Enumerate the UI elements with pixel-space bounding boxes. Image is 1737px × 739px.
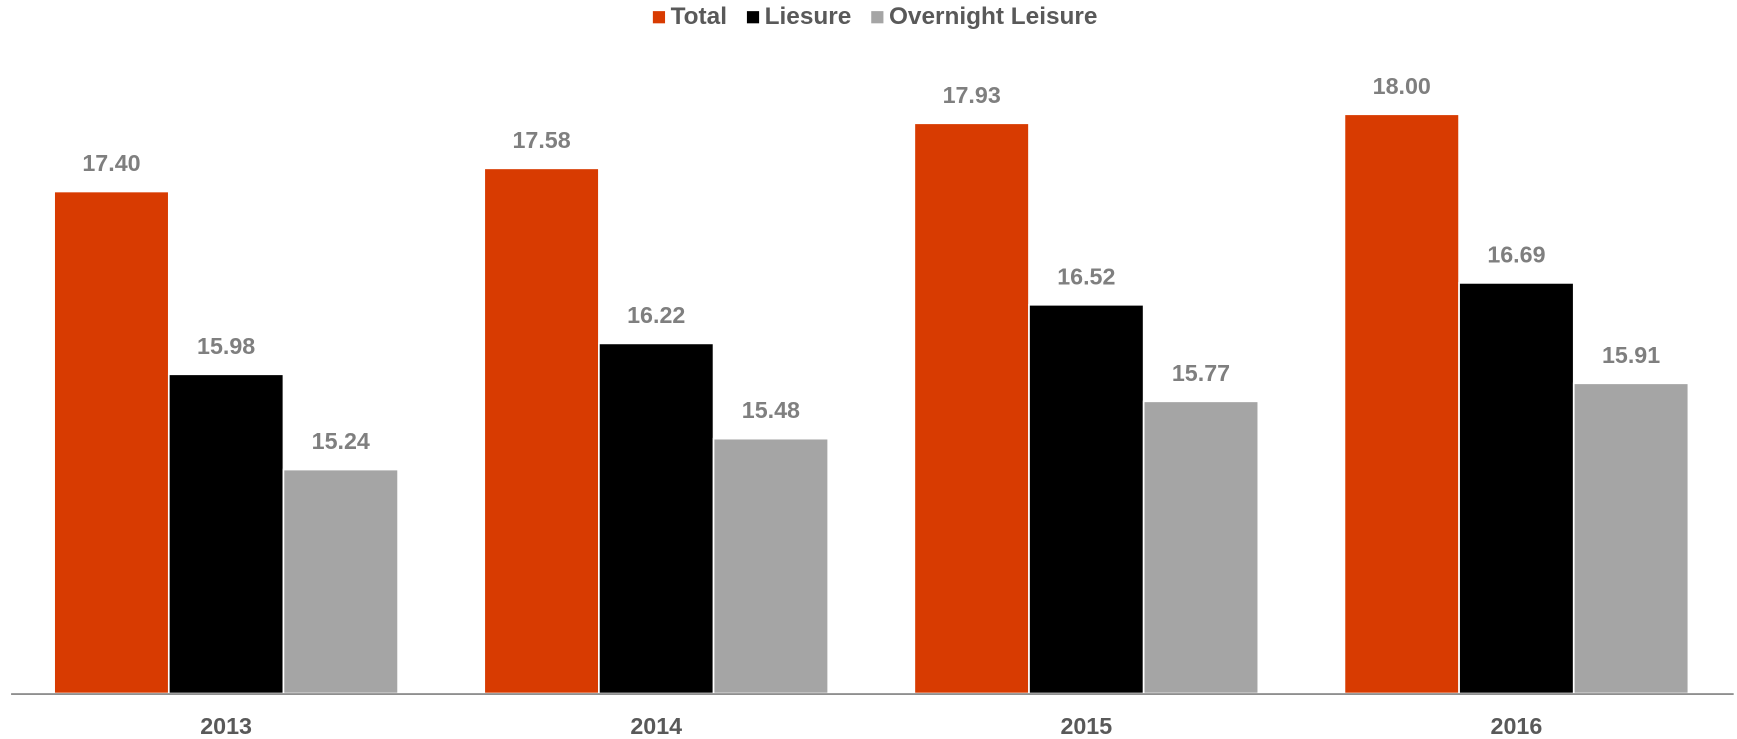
bar (483, 167, 600, 695)
x-tick-label: 2015 (1060, 713, 1112, 739)
data-label: 15.77 (1172, 360, 1230, 386)
data-label: 15.98 (197, 333, 255, 359)
bar (282, 468, 399, 695)
bar (1572, 382, 1690, 695)
bar (1142, 400, 1260, 695)
data-label: 15.24 (312, 428, 370, 454)
data-label: 15.48 (742, 397, 800, 423)
bar (53, 190, 170, 695)
bar (1343, 113, 1460, 695)
legend-swatch (746, 11, 760, 24)
x-tick-label: 2013 (200, 713, 252, 739)
data-label: 16.22 (627, 302, 685, 328)
x-tick-label: 2014 (630, 713, 682, 739)
bar (167, 373, 285, 695)
legend-label: Overnight Leisure (889, 3, 1097, 30)
legend: Total Liesure Overnight Leisure (652, 3, 1097, 30)
legend-label: Total (671, 3, 727, 30)
data-label: 15.91 (1602, 342, 1660, 368)
bar (1028, 303, 1145, 695)
data-label: 17.58 (512, 127, 570, 153)
bar (1458, 282, 1575, 695)
data-label: 17.40 (82, 150, 140, 176)
bar (913, 122, 1030, 695)
legend-swatch (652, 11, 666, 24)
legend-label: Liesure (765, 3, 852, 30)
x-tick-label: 2016 (1491, 713, 1543, 739)
bar (712, 437, 830, 695)
bar (598, 342, 715, 695)
data-label: 18.00 (1373, 73, 1431, 99)
data-label: 17.93 (943, 82, 1001, 108)
legend-swatch (871, 11, 884, 24)
data-label: 16.52 (1057, 263, 1115, 289)
data-label: 16.69 (1487, 241, 1545, 267)
